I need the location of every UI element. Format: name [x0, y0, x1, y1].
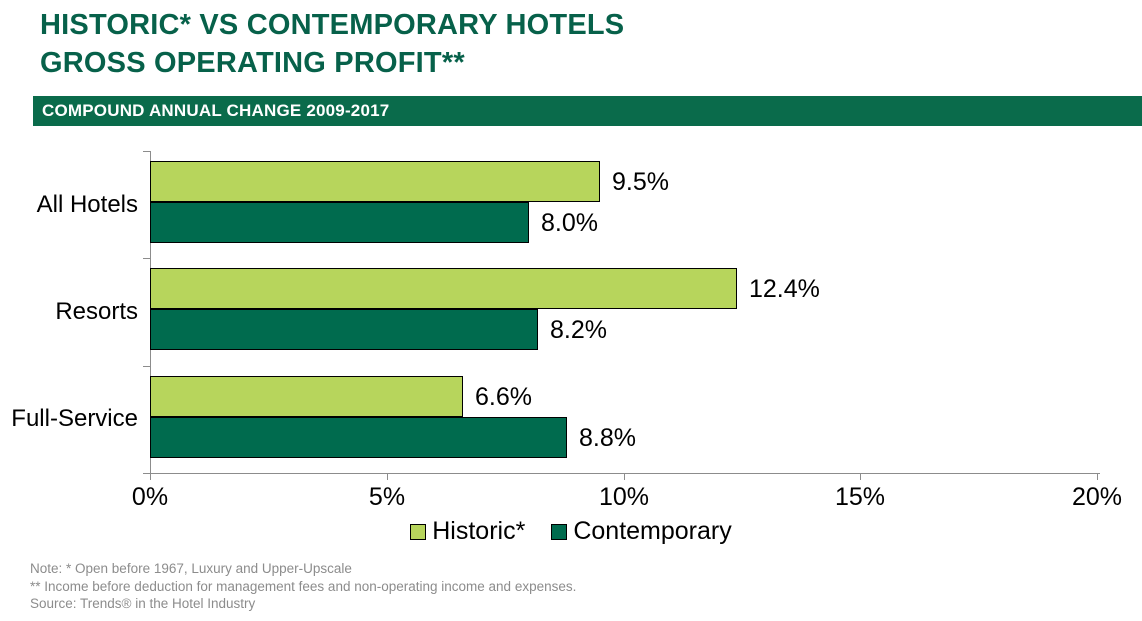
legend-swatch-contemporary: [551, 523, 568, 540]
bar-historic-all-hotels: [150, 161, 600, 202]
legend: Historic* Contemporary: [0, 517, 1142, 546]
chart-title-line1: HISTORIC* VS CONTEMPORARY HOTELS: [40, 9, 625, 41]
legend-item-historic: Historic*: [410, 517, 525, 546]
bar-historic-full-service: [150, 376, 463, 417]
value-label-contemporary-all-hotels: 8.0%: [541, 209, 598, 237]
y-axis-tick: [143, 258, 150, 259]
y-axis-tick: [143, 473, 150, 474]
legend-swatch-historic: [410, 523, 427, 540]
legend-label-historic: Historic*: [432, 517, 526, 545]
y-axis-tick: [143, 366, 150, 367]
chart-title-line2: GROSS OPERATING PROFIT**: [40, 47, 465, 79]
subtitle-banner: COMPOUND ANNUAL CHANGE 2009-2017: [33, 96, 1142, 126]
x-tick-label: 5%: [368, 483, 406, 511]
x-axis-tick: [387, 473, 388, 480]
category-label-full-service: Full-Service: [11, 405, 138, 432]
value-label-contemporary-resorts: 8.2%: [550, 316, 607, 344]
bar-contemporary-resorts: [150, 309, 538, 350]
value-label-contemporary-full-service: 8.8%: [579, 424, 636, 452]
y-axis-tick: [143, 151, 150, 152]
value-label-historic-all-hotels: 9.5%: [612, 168, 669, 196]
x-axis-tick: [1097, 473, 1098, 480]
value-label-historic-full-service: 6.6%: [475, 383, 532, 411]
bar-contemporary-full-service: [150, 417, 567, 458]
footnote-double-asterisk: ** Income before deduction for managemen…: [30, 578, 577, 594]
x-axis-line: [150, 473, 1100, 474]
x-tick-label: 20%: [1071, 483, 1123, 511]
legend-label-contemporary: Contemporary: [573, 517, 732, 545]
chart-title: HISTORIC* VS CONTEMPORARY HOTELS GROSS O…: [40, 6, 624, 82]
x-axis-tick: [150, 473, 151, 480]
x-tick-label: 15%: [834, 483, 886, 511]
value-label-historic-resorts: 12.4%: [749, 275, 820, 303]
x-axis-tick: [860, 473, 861, 480]
x-tick-label: 10%: [598, 483, 650, 511]
category-label-resorts: Resorts: [55, 298, 138, 325]
footnotes: Note: * Open before 1967, Luxury and Upp…: [30, 560, 576, 613]
subtitle-banner-label: COMPOUND ANNUAL CHANGE 2009-2017: [42, 101, 390, 120]
footnote-asterisk: Note: * Open before 1967, Luxury and Upp…: [30, 561, 352, 576]
legend-item-contemporary: Contemporary: [551, 517, 732, 546]
footnote-source: Source: Trends® in the Hotel Industry: [30, 596, 256, 611]
x-axis-tick: [624, 473, 625, 480]
x-tick-label: 0%: [131, 483, 169, 511]
category-label-all-hotels: All Hotels: [36, 191, 138, 218]
bar-contemporary-all-hotels: [150, 202, 529, 243]
bar-historic-resorts: [150, 268, 737, 309]
